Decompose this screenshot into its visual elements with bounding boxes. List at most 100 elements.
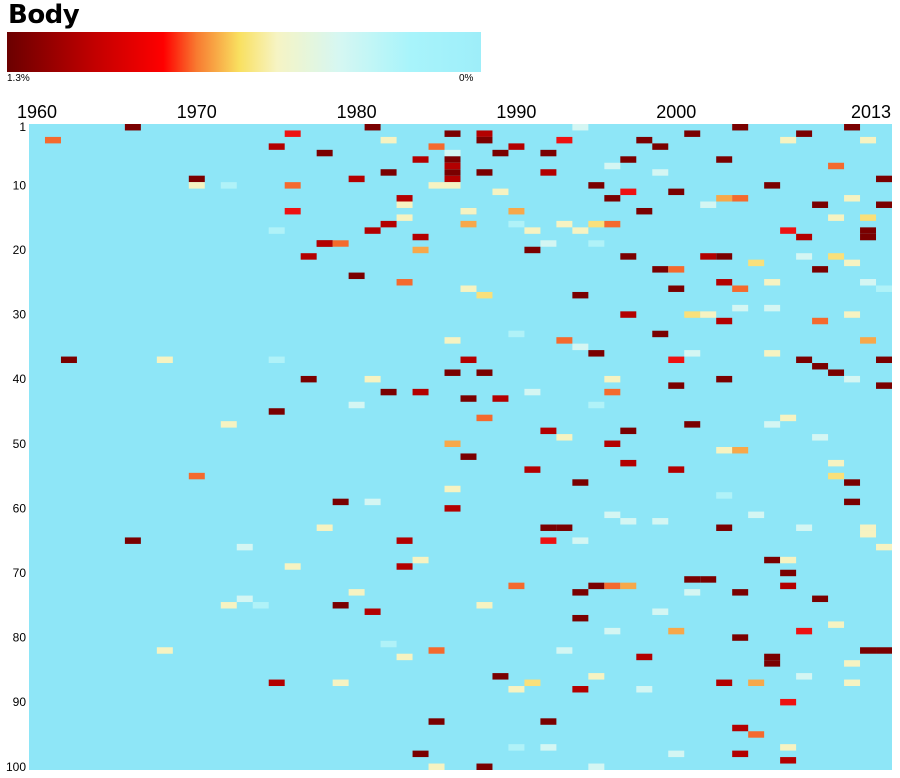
heatmap-cell bbox=[508, 686, 525, 693]
heatmap-cell bbox=[444, 156, 461, 163]
heatmap-cell bbox=[604, 582, 621, 590]
heatmap-cell bbox=[396, 195, 413, 202]
heatmap-cell bbox=[444, 369, 461, 376]
heatmap-cell bbox=[700, 576, 717, 583]
heatmap-cell bbox=[236, 595, 253, 603]
heatmap-cell bbox=[364, 498, 381, 506]
heatmap-cell bbox=[460, 395, 477, 402]
heatmap-cell bbox=[396, 653, 413, 661]
heatmap-cell bbox=[444, 162, 461, 170]
heatmap-cell bbox=[844, 479, 861, 486]
heatmap-cell bbox=[636, 207, 653, 215]
heatmap-cell bbox=[508, 207, 525, 215]
heatmap-cell bbox=[268, 679, 285, 687]
heatmap-cell bbox=[780, 757, 797, 764]
heatmap-cell bbox=[348, 401, 365, 409]
heatmap-cell bbox=[828, 621, 845, 628]
heatmap-cell bbox=[268, 356, 285, 364]
heatmap-cell bbox=[668, 466, 685, 473]
y-tick-label: 20 bbox=[13, 243, 27, 257]
heatmap-cell bbox=[812, 595, 829, 603]
heatmap-cell bbox=[604, 440, 621, 447]
heatmap-cell bbox=[556, 434, 573, 441]
heatmap-cell bbox=[476, 369, 493, 376]
heatmap-cell bbox=[540, 718, 557, 725]
heatmap-cell bbox=[828, 459, 845, 467]
heatmap-cell bbox=[460, 453, 477, 460]
heatmap-cell bbox=[844, 498, 861, 506]
heatmap-cell bbox=[460, 207, 477, 215]
heatmap-cell bbox=[716, 317, 733, 325]
heatmap-cell bbox=[588, 401, 605, 409]
heatmap-cell bbox=[620, 253, 637, 260]
heatmap-cell bbox=[588, 240, 605, 247]
color-legend-bar bbox=[7, 32, 481, 72]
heatmap-cell bbox=[572, 343, 589, 351]
heatmap-cell bbox=[812, 201, 829, 208]
heatmap-cell bbox=[572, 227, 589, 234]
heatmap-cell bbox=[796, 627, 813, 635]
heatmap-cell bbox=[716, 447, 733, 454]
y-tick-label: 50 bbox=[13, 437, 27, 451]
heatmap-cell bbox=[556, 337, 573, 344]
heatmap-cell bbox=[556, 647, 573, 654]
heatmap-cell bbox=[604, 375, 621, 383]
heatmap-cell bbox=[284, 207, 301, 215]
heatmap-cell bbox=[700, 311, 717, 318]
y-tick-label: 90 bbox=[13, 695, 27, 709]
heatmap-cell bbox=[604, 195, 621, 202]
heatmap-cell bbox=[876, 543, 892, 551]
heatmap-cell bbox=[652, 143, 669, 150]
heatmap-cell bbox=[684, 576, 701, 583]
heatmap-cell bbox=[668, 356, 685, 364]
heatmap-cell bbox=[604, 162, 621, 170]
heatmap-cell bbox=[860, 530, 877, 538]
heatmap-cell bbox=[764, 304, 781, 312]
heatmap-cell bbox=[716, 195, 733, 202]
heatmap-cell bbox=[860, 647, 877, 654]
heatmap-cell bbox=[268, 227, 285, 234]
y-tick-label: 100 bbox=[6, 760, 26, 774]
heatmap-cell bbox=[444, 182, 461, 189]
heatmap-cell bbox=[412, 556, 429, 564]
heatmap-cell bbox=[860, 279, 877, 286]
heatmap-cell bbox=[380, 388, 397, 396]
heatmap-cell bbox=[652, 608, 669, 615]
heatmap-cell bbox=[508, 143, 525, 150]
heatmap-cell bbox=[444, 485, 461, 493]
heatmap-cell bbox=[796, 130, 813, 137]
heatmap-cell bbox=[780, 414, 797, 422]
heatmap-cell bbox=[380, 169, 397, 176]
heatmap-cell bbox=[620, 188, 637, 196]
heatmap-cell bbox=[844, 679, 861, 687]
heatmap-cell bbox=[428, 718, 445, 725]
heatmap-cell bbox=[332, 602, 349, 609]
heatmap-cell bbox=[524, 388, 541, 396]
heatmap-cell bbox=[620, 311, 637, 318]
legend-max-label: 0% bbox=[459, 73, 474, 84]
heatmap-cell bbox=[716, 679, 733, 687]
heatmap-cell bbox=[156, 356, 173, 364]
heatmap-cell bbox=[428, 647, 445, 654]
heatmap-cell bbox=[380, 136, 397, 144]
heatmap-cell bbox=[732, 285, 749, 292]
heatmap-cell bbox=[620, 518, 637, 525]
heatmap-cell bbox=[508, 220, 525, 228]
heatmap-cell bbox=[620, 582, 637, 590]
heatmap-cell bbox=[764, 421, 781, 428]
heatmap-cell bbox=[220, 602, 237, 609]
heatmap-cell bbox=[732, 634, 749, 641]
heatmap-cell bbox=[732, 447, 749, 454]
heatmap-cell bbox=[668, 285, 685, 292]
heatmap-cell bbox=[812, 266, 829, 273]
heatmap-cell bbox=[668, 266, 685, 273]
heatmap-cell bbox=[380, 220, 397, 228]
heatmap-cell bbox=[476, 169, 493, 176]
heatmap-cell bbox=[604, 388, 621, 396]
heatmap-cell bbox=[396, 279, 413, 286]
heatmap-cell bbox=[252, 602, 269, 609]
heatmap-cell bbox=[332, 679, 349, 687]
heatmap-cell bbox=[780, 582, 797, 590]
heatmap-cell bbox=[844, 660, 861, 667]
heatmap-cell bbox=[572, 537, 589, 544]
